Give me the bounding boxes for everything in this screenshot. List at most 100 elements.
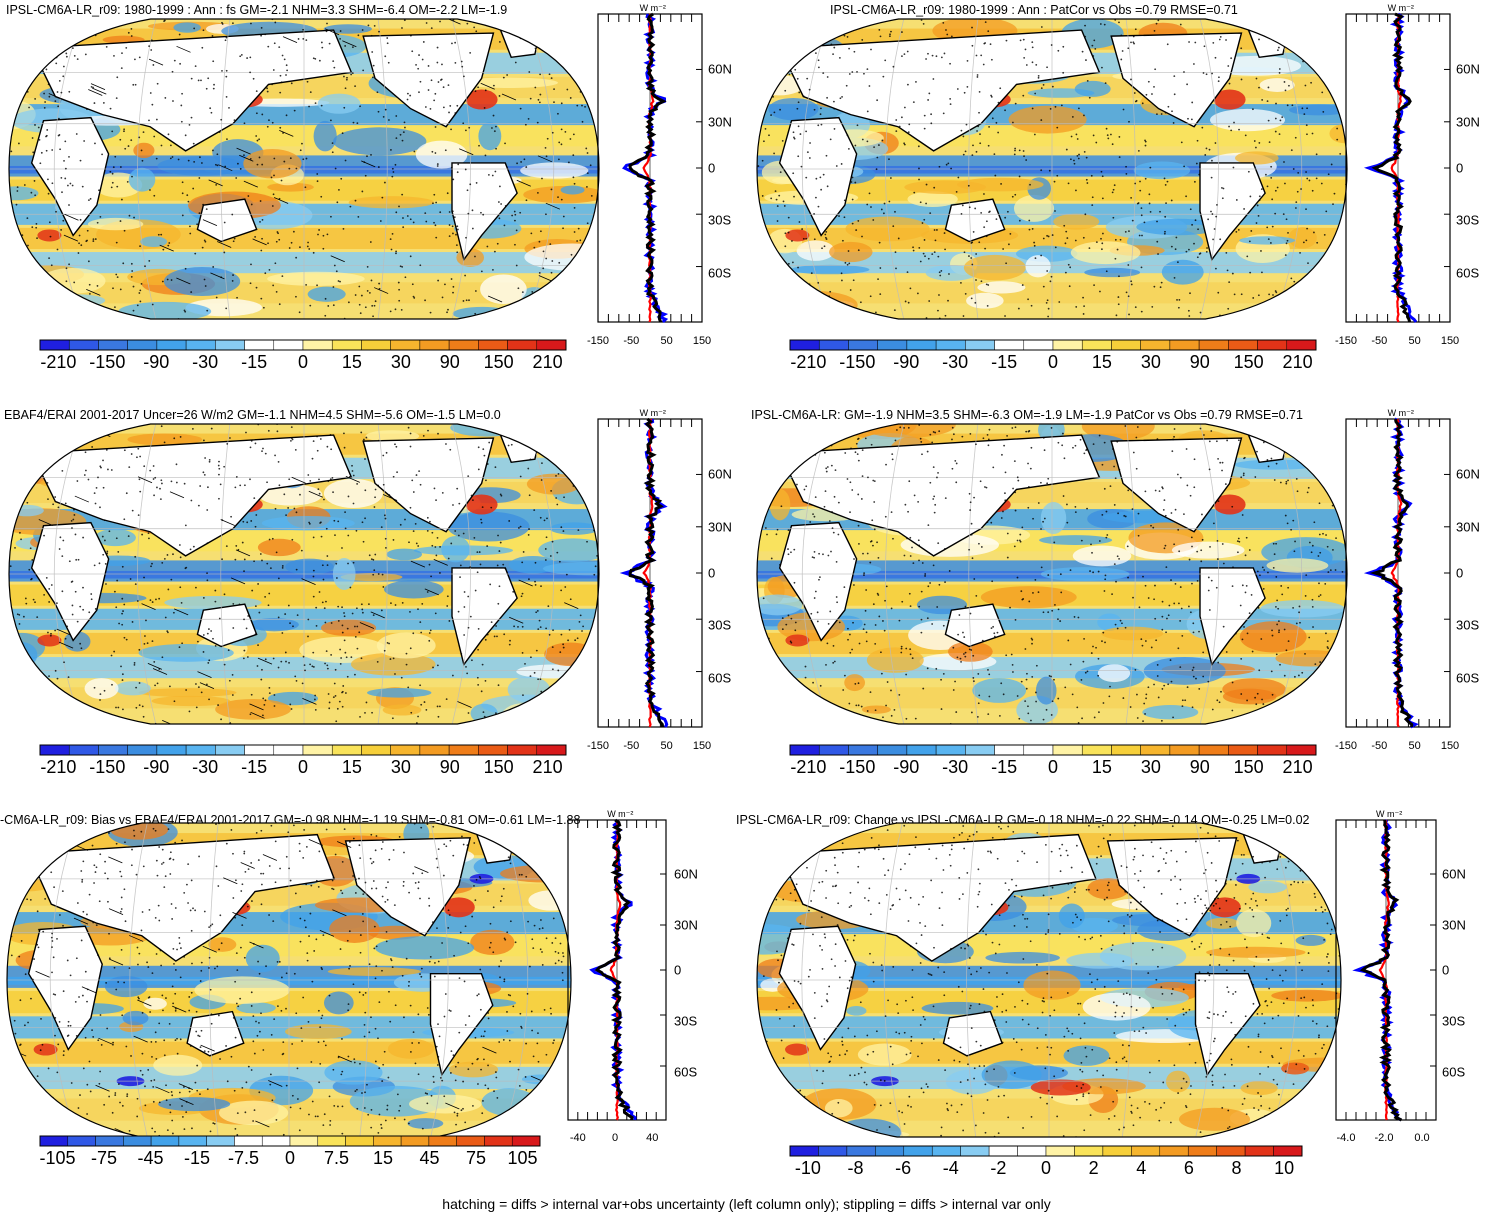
profile-xtick-label: -150 bbox=[1334, 740, 1358, 752]
colorbar-tick-label: 45 bbox=[419, 1148, 440, 1168]
continent-outline bbox=[942, 1010, 1004, 1057]
latitude-label: 0 bbox=[674, 962, 682, 978]
colorbar-tick-label: -15 bbox=[991, 352, 1018, 372]
latitude-label: 30S bbox=[674, 1013, 698, 1029]
zonal-mean-profile bbox=[1345, 417, 1451, 729]
colorbar-tick-label: 30 bbox=[390, 757, 411, 777]
latitude-label: 30S bbox=[1442, 1013, 1466, 1029]
colorbar bbox=[39, 744, 567, 756]
world-map bbox=[6, 822, 572, 1138]
continent-outline bbox=[1106, 837, 1238, 937]
profile-xtick-label: -2.0 bbox=[1374, 1132, 1394, 1144]
colorbar-tick-label: -10 bbox=[794, 1158, 821, 1178]
colorbar-tick-label: 150 bbox=[1233, 757, 1264, 777]
colorbar bbox=[789, 744, 1317, 756]
latitude-label: 30N bbox=[1456, 114, 1480, 130]
map-panel-1: IPSL-CM6A-LR_r09: 1980-1999 : Ann : fs G… bbox=[0, 0, 746, 405]
colorbar-tick-label: 0 bbox=[284, 1148, 296, 1168]
colorbar-tick-label: 2 bbox=[1088, 1158, 1099, 1178]
colorbar-tick-label: -105 bbox=[39, 1148, 76, 1168]
profile-unit: W m⁻² bbox=[1376, 809, 1403, 819]
map-panel-6: IPSL-CM6A-LR_r09: Change vs IPSL-CM6A-LR… bbox=[736, 809, 1492, 1215]
colorbar-tick-label: -4 bbox=[942, 1158, 959, 1178]
latitude-label: 30N bbox=[708, 114, 732, 130]
colorbar-tick-label: -6 bbox=[895, 1158, 912, 1178]
continent-outline bbox=[1194, 972, 1261, 1077]
profile-unit: W m⁻² bbox=[1387, 3, 1414, 13]
colorbar-tick-label: -210 bbox=[40, 352, 77, 372]
continent-outline bbox=[1199, 567, 1266, 667]
profile-unit: W m⁻² bbox=[1387, 408, 1414, 418]
continent-outline bbox=[27, 833, 336, 962]
colorbar-tick-label: 210 bbox=[1282, 757, 1313, 777]
colorbar-tick-label: 10 bbox=[1274, 1158, 1295, 1178]
colorbar-tick-label: 0 bbox=[1047, 352, 1059, 372]
colorbar-tick-label: 0 bbox=[297, 757, 309, 777]
profile-xtick-label: 150 bbox=[1440, 740, 1460, 752]
colorbar-tick-label: -7.5 bbox=[227, 1148, 260, 1168]
latitude-label: 60N bbox=[708, 61, 732, 77]
profile-xtick-label: 150 bbox=[692, 740, 712, 752]
map-panel-4: IPSL-CM6A-LR: GM=-1.9 NHM=3.5 SHM=-6.3 O… bbox=[746, 405, 1492, 810]
zonal-mean-profile bbox=[1345, 12, 1451, 323]
profile-xtick-label: -150 bbox=[586, 740, 610, 752]
colorbar-tick-label: -210 bbox=[790, 352, 827, 372]
zonal-mean-profile bbox=[1335, 819, 1437, 1122]
colorbar-tick-label: -30 bbox=[942, 352, 969, 372]
continent-outline bbox=[429, 972, 494, 1077]
colorbar-tick-label: 90 bbox=[1189, 352, 1210, 372]
colorbar-tick-label: -150 bbox=[89, 757, 126, 777]
colorbar-tick-label: -30 bbox=[192, 352, 219, 372]
colorbar-tick-label: 15 bbox=[341, 352, 362, 372]
profile-xtick-label: -4.0 bbox=[1336, 1132, 1356, 1144]
colorbar-tick-label: -210 bbox=[790, 757, 827, 777]
colorbar-tick-label: 210 bbox=[1282, 352, 1313, 372]
profile-xtick-label: 0 bbox=[611, 1132, 619, 1144]
map-panel-5: -CM6A-LR_r09: Bias vs EBAF4/ERAI 2001-20… bbox=[0, 809, 746, 1215]
colorbar-tick-label: -8 bbox=[847, 1158, 864, 1178]
colorbar-tick-label: -150 bbox=[839, 352, 876, 372]
continent-outline bbox=[362, 437, 495, 533]
latitude-label: 60N bbox=[1456, 466, 1480, 482]
latitude-label: 60S bbox=[708, 265, 732, 281]
colorbar-tick-label: -150 bbox=[89, 352, 126, 372]
latitude-label: 60S bbox=[674, 1064, 698, 1080]
latitude-label: 60S bbox=[1456, 670, 1480, 686]
panel-title: IPSL-CM6A-LR_r09: 1980-1999 : Ann : PatC… bbox=[830, 3, 1238, 17]
colorbar-tick-label: -15 bbox=[241, 757, 268, 777]
profile-unit: W m⁻² bbox=[607, 809, 634, 819]
colorbar-tick-label: 30 bbox=[1140, 352, 1161, 372]
colorbar-tick-label: 15 bbox=[372, 1148, 394, 1168]
colorbar-tick-label: -90 bbox=[143, 352, 170, 372]
map-panel-3: EBAF4/ERAI 2001-2017 Uncer=26 W/m2 GM=-1… bbox=[0, 405, 746, 810]
profile-xtick-label: 150 bbox=[1440, 335, 1460, 347]
profile-xtick-label: -50 bbox=[1371, 335, 1388, 347]
latitude-label: 30S bbox=[1456, 212, 1480, 228]
profile-xtick-label: -50 bbox=[1371, 740, 1388, 752]
colorbar-tick-label: 105 bbox=[507, 1148, 538, 1168]
continent-outline bbox=[196, 198, 258, 243]
profile-xtick-label: 50 bbox=[1408, 740, 1421, 752]
latitude-label: 0 bbox=[1456, 160, 1464, 176]
map-panel-2: IPSL-CM6A-LR_r09: 1980-1999 : Ann : PatC… bbox=[746, 0, 1492, 405]
profile-line bbox=[1359, 819, 1403, 1122]
continent-outline bbox=[362, 32, 495, 128]
continent-outline bbox=[344, 837, 472, 937]
footer-caption: hatching = diffs > internal var+obs unce… bbox=[442, 1196, 1051, 1212]
colorbar-tick-label: -15 bbox=[183, 1148, 211, 1168]
colorbar-tick-label: -150 bbox=[839, 757, 876, 777]
zonal-mean-profile bbox=[597, 417, 703, 728]
colorbar-tick-label: 150 bbox=[483, 757, 514, 777]
world-map bbox=[756, 423, 1348, 725]
zonal-mean-profile bbox=[597, 12, 703, 324]
latitude-label: 60N bbox=[1456, 61, 1480, 77]
colorbar bbox=[39, 339, 567, 351]
colorbar-tick-label: 90 bbox=[439, 352, 460, 372]
colorbar-tick-label: -90 bbox=[893, 352, 920, 372]
latitude-label: 30N bbox=[1442, 917, 1466, 933]
colorbar-tick-label: 15 bbox=[1091, 352, 1112, 372]
colorbar-tick-label: -15 bbox=[991, 757, 1018, 777]
latitude-label: 30N bbox=[674, 917, 698, 933]
colorbar bbox=[39, 1135, 541, 1147]
profile-xtick-label: 50 bbox=[660, 740, 673, 752]
